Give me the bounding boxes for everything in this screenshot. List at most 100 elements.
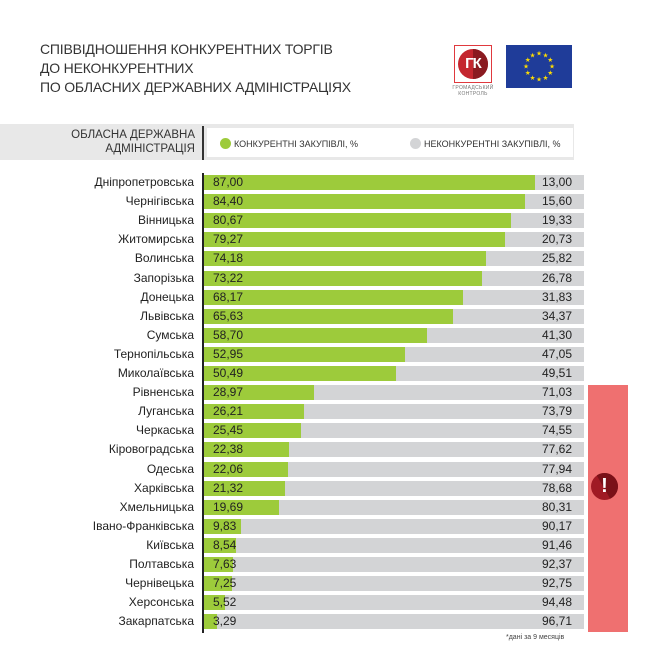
gk-logo-text: ГК (465, 55, 482, 72)
bar-noncompetitive (204, 595, 584, 611)
eu-star-icon: ★ (536, 76, 542, 84)
bar-row: Чернігівська 84,40 15,60 (0, 192, 656, 211)
bar-row: Запорізька 73,22 26,78 (0, 269, 656, 288)
bar-row: Львівська 65,63 34,37 (0, 307, 656, 326)
value-label-noncompetitive: 15,60 (541, 194, 572, 209)
value-label-noncompetitive: 47,05 (541, 346, 572, 361)
bar-noncompetitive (204, 442, 584, 458)
bar-competitive (204, 366, 396, 381)
gk-logo-caption: ГРОМАДСЬКИЙ КОНТРОЛЬ (446, 85, 500, 97)
bar-noncompetitive (204, 576, 584, 592)
gk-caption-line-1: ГРОМАДСЬКИЙ (452, 85, 494, 91)
bar-competitive (204, 537, 237, 553)
eu-star-icon: ★ (547, 56, 553, 64)
value-label-competitive: 22,06 (213, 461, 244, 476)
bar-row: Черкаська 25,45 74,55 (0, 421, 656, 440)
bar-row: Одеська 22,06 77,94 (0, 460, 656, 479)
bar-competitive (204, 442, 290, 458)
bar-row: Волинська 74,18 25,82 (0, 249, 656, 268)
value-label-noncompetitive: 34,37 (541, 308, 572, 323)
category-label: Вінницька (138, 213, 194, 228)
bar-row: Луганська 26,21 73,79 (0, 402, 656, 421)
category-label: Харківська (134, 480, 194, 495)
value-label-competitive: 79,27 (213, 232, 244, 247)
category-label: Кіровоградська (108, 442, 194, 457)
title-line-3: ПО ОБЛАСНИХ ДЕРЖАВНИХ АДМІНІСТРАЦІЯХ (40, 79, 351, 95)
bar-competitive (204, 423, 301, 439)
legend-label-noncompetitive: НЕКОНКУРЕНТНІ ЗАКУПІВЛІ, % (424, 138, 561, 149)
legend-item-noncompetitive: НЕКОНКУРЕНТНІ ЗАКУПІВЛІ, % (410, 138, 561, 149)
bar-row: Полтавська 7,63 92,37 (0, 555, 656, 574)
chart-title: СПІВВІДНОШЕННЯ КОНКУРЕНТНИХ ТОРГІВ ДО НЕ… (40, 40, 351, 97)
bar-competitive (204, 385, 315, 401)
value-label-competitive: 7,25 (213, 576, 237, 591)
bar-noncompetitive (204, 557, 584, 572)
value-label-competitive: 19,69 (213, 499, 244, 514)
bar-row: Донецька 68,17 31,83 (0, 288, 656, 307)
legend-dot-gray-icon (410, 138, 421, 149)
exclamation-icon: ! (591, 473, 618, 500)
bar-competitive (204, 461, 288, 477)
category-label: Луганська (138, 404, 194, 419)
value-label-competitive: 5,52 (213, 595, 237, 610)
bar-row: Дніпропетровська 87,00 13,00 (0, 173, 656, 192)
value-label-competitive: 68,17 (213, 289, 244, 304)
value-label-competitive: 7,63 (213, 557, 237, 571)
eu-star-icon: ★ (523, 63, 529, 71)
category-label: Хмельницька (119, 499, 194, 514)
category-label: Чернівецька (125, 576, 194, 591)
value-label-noncompetitive: 78,68 (541, 480, 572, 495)
value-label-noncompetitive: 19,33 (541, 213, 572, 228)
category-label: Житомирська (118, 232, 194, 247)
bar-noncompetitive (204, 518, 584, 534)
category-label: Тернопільська (113, 346, 194, 361)
bar-row: Харківська 21,32 78,68 (0, 479, 656, 498)
bar-competitive (204, 213, 511, 229)
title-line-2: ДО НЕКОНКУРЕНТНИХ (40, 60, 194, 76)
value-label-noncompetitive: 25,82 (541, 251, 572, 266)
value-label-competitive: 73,22 (213, 270, 244, 285)
category-label: Запорізька (133, 270, 194, 285)
category-label: Рівненська (132, 385, 194, 400)
bar-competitive (204, 270, 483, 286)
value-label-competitive: 50,49 (213, 366, 244, 380)
bar-competitive (204, 499, 279, 515)
category-header-line-1: ОБЛАСНА ДЕРЖАВНА (71, 129, 195, 141)
bar-competitive (204, 518, 242, 534)
value-label-competitive: 80,67 (213, 213, 244, 228)
value-label-competitive: 8,54 (213, 537, 237, 552)
value-label-competitive: 3,29 (213, 614, 237, 629)
eu-star-icon: ★ (543, 74, 549, 82)
bar-competitive (204, 576, 232, 592)
exclamation-symbol: ! (601, 475, 608, 497)
legend-item-competitive: КОНКУРЕНТНІ ЗАКУПІВЛІ, % (220, 138, 358, 149)
category-label: Миколаївська (117, 366, 194, 380)
bar-competitive (204, 480, 286, 496)
value-label-noncompetitive: 13,00 (541, 175, 572, 189)
value-label-noncompetitive: 73,79 (541, 404, 572, 419)
bar-row: Івано-Франківська 9,83 90,17 (0, 517, 656, 536)
value-label-competitive: 25,45 (213, 423, 244, 438)
bar-row: Житомирська 79,27 20,73 (0, 230, 656, 249)
category-label: Одеська (146, 461, 194, 476)
category-label: Київська (146, 537, 194, 552)
bar-noncompetitive (204, 499, 584, 515)
category-label: Донецька (140, 289, 194, 304)
category-label: Черкаська (136, 423, 194, 438)
bar-noncompetitive (204, 537, 584, 553)
category-label: Полтавська (129, 557, 194, 571)
eu-star-icon: ★ (525, 56, 531, 64)
value-label-noncompetitive: 71,03 (541, 385, 572, 400)
value-label-noncompetitive: 90,17 (541, 518, 572, 533)
eu-star-icon: ★ (530, 51, 536, 59)
value-label-noncompetitive: 94,48 (541, 595, 572, 610)
bar-noncompetitive (204, 480, 584, 496)
category-label: Чернігівська (125, 194, 194, 209)
value-label-competitive: 22,38 (213, 442, 244, 457)
bar-competitive (204, 251, 486, 267)
gk-logo-circle (458, 49, 488, 79)
value-label-competitive: 87,00 (213, 175, 244, 189)
value-label-competitive: 74,18 (213, 251, 244, 266)
bar-competitive (204, 194, 525, 210)
gk-caption-line-2: КОНТРОЛЬ (458, 91, 488, 97)
